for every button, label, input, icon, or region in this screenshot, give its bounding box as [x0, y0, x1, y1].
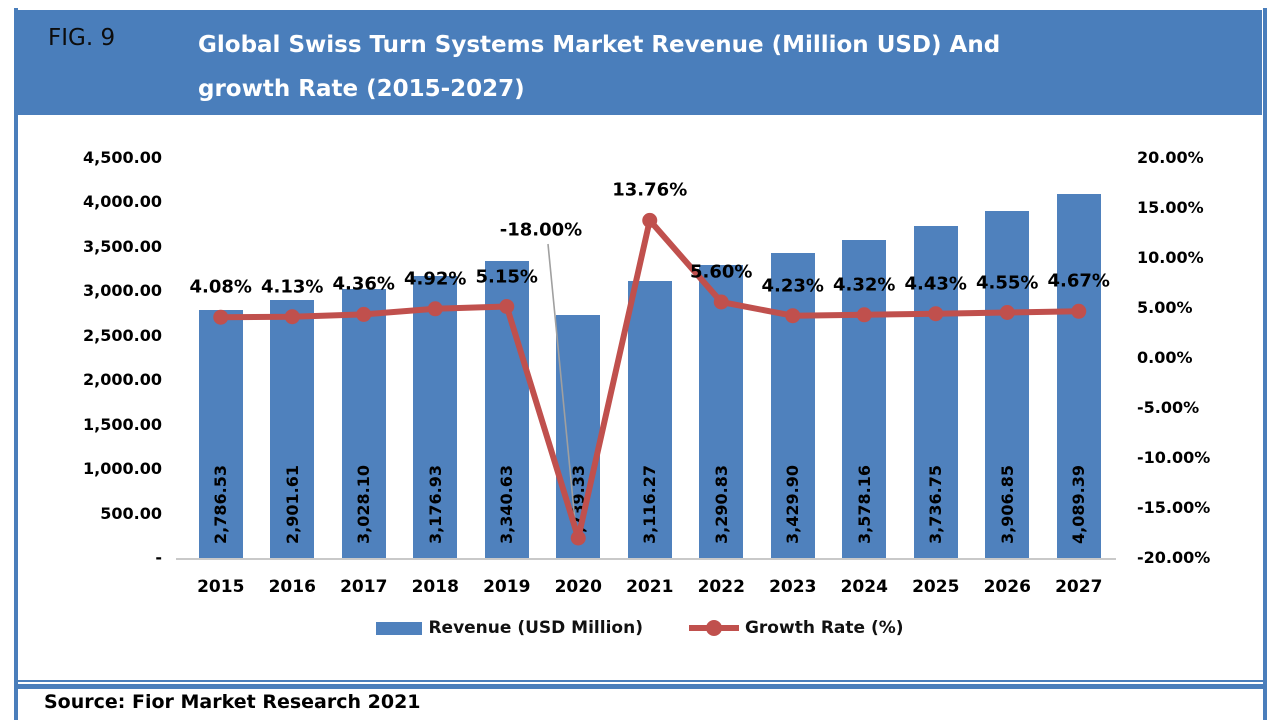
growth-swatch-dot: [705, 620, 722, 636]
bar-value-label-2017: 3,028.10: [354, 465, 374, 544]
figure-title-line1: Global Swiss Turn Systems Market Revenue…: [198, 32, 1001, 58]
revenue-bar-swatch-icon: [376, 621, 423, 635]
right-axis-tick: 0.00%: [1137, 348, 1193, 367]
growth-rate-label-2021: 13.76%: [612, 179, 688, 201]
figure-title-line2: growth Rate (2015-2027): [198, 76, 525, 102]
x-axis-label-2027: 2027: [1055, 577, 1103, 597]
left-axis-tick: 4,500.00: [83, 148, 162, 167]
revenue-bar-2019: 3,340.63: [484, 261, 529, 558]
left-axis-tick: 3,000.00: [83, 281, 162, 301]
revenue-bar-2020: 2,739.33: [556, 314, 601, 558]
right-axis-tick: 10.00%: [1137, 248, 1204, 267]
bar-value-label-2025: 3,736.75: [926, 465, 946, 544]
x-axis-label-2024: 2024: [840, 577, 888, 597]
x-axis-label-2018: 2018: [411, 577, 459, 597]
growth-point-2021: [642, 212, 658, 228]
legend-item-revenue: Revenue (USD Million): [376, 618, 643, 638]
revenue-bar-2017: 3,028.10: [341, 288, 386, 558]
left-axis-tick: 2,500.00: [83, 325, 162, 345]
figure-title: Global Swiss Turn Systems Market Revenue…: [198, 10, 1000, 115]
growth-rate-label-2024: 4.32%: [833, 274, 896, 296]
source-text: Source: Fior Market Research 2021: [44, 691, 421, 713]
right-axis-tick: -20.00%: [1137, 548, 1211, 567]
legend-label-revenue: Revenue (USD Million): [428, 618, 643, 638]
revenue-bar-2026: 3,906.85: [985, 210, 1030, 558]
revenue-bar-2021: 3,116.27: [627, 280, 672, 558]
left-axis-tick: 1,000.00: [83, 459, 162, 479]
left-axis-tick: -: [155, 548, 162, 567]
right-axis-tick: -10.00%: [1137, 448, 1211, 467]
growth-rate-label-2019: 5.15%: [475, 266, 538, 287]
left-axis-tick: 2,000.00: [83, 370, 162, 390]
revenue-bar-2018: 3,176.93: [413, 275, 458, 558]
revenue-bar-2022: 3,290.83: [699, 265, 744, 558]
x-axis-label-2017: 2017: [340, 577, 388, 597]
footer-divider-thin: [14, 680, 1267, 682]
right-axis-tick: 5.00%: [1137, 298, 1193, 317]
right-axis-tick: -5.00%: [1137, 398, 1200, 417]
figure-number: FIG. 9: [48, 25, 116, 51]
page-right-border: [1263, 8, 1267, 720]
page-left-border: [14, 8, 18, 720]
revenue-bar-2016: 2,901.61: [270, 300, 315, 558]
bar-value-label-2019: 3,340.63: [497, 465, 517, 544]
revenue-bar-2027: 4,089.39: [1056, 194, 1101, 558]
x-axis-label-2019: 2019: [483, 577, 531, 597]
growth-rate-label-2025: 4.43%: [904, 273, 967, 295]
x-axis-label-2023: 2023: [769, 577, 817, 597]
growth-rate-label-2022: 5.60%: [690, 261, 753, 283]
growth-rate-label-2027: 4.67%: [1047, 270, 1110, 292]
x-axis-label-2026: 2026: [983, 577, 1031, 597]
growth-rate-label-2026: 4.55%: [976, 272, 1039, 293]
growth-rate-label-2016: 4.13%: [261, 276, 324, 298]
growth-line-swatch-icon: [688, 620, 739, 636]
bar-value-label-2016: 2,901.61: [282, 465, 302, 544]
figure-header: FIG. 9 Global Swiss Turn Systems Market …: [18, 10, 1262, 115]
x-axis-label-2020: 2020: [554, 577, 602, 597]
growth-rate-label-2015: 4.08%: [189, 276, 252, 298]
x-axis-label-2022: 2022: [697, 577, 745, 597]
x-axis-label-2021: 2021: [626, 577, 674, 597]
bar-value-label-2024: 3,578.16: [854, 465, 874, 544]
bar-value-label-2022: 3,290.83: [711, 465, 731, 544]
left-axis-tick: 500.00: [100, 503, 162, 523]
x-axis-label-2016: 2016: [268, 577, 316, 597]
bar-value-label-2021: 3,116.27: [640, 465, 660, 544]
footer-divider-thick: [14, 684, 1267, 689]
bar-value-label-2027: 4,089.39: [1069, 465, 1089, 544]
left-axis-tick: 3,500.00: [83, 236, 162, 256]
revenue-bar-2015: 2,786.53: [198, 310, 243, 558]
chart-legend: Revenue (USD Million) Growth Rate (%): [0, 618, 1280, 638]
growth-rate-label-2018: 4.92%: [404, 268, 467, 290]
growth-rate-label-2017: 4.36%: [332, 273, 395, 295]
legend-item-growth: Growth Rate (%): [688, 618, 904, 638]
growth-rate-label-2023: 4.23%: [761, 275, 824, 297]
bar-value-label-2026: 3,906.85: [997, 465, 1017, 544]
bar-value-label-2015: 2,786.53: [211, 465, 231, 544]
x-axis-line: [176, 558, 1116, 560]
left-axis-tick: 1,500.00: [83, 414, 162, 434]
right-axis-tick: 20.00%: [1137, 148, 1204, 167]
x-axis-label-2015: 2015: [197, 577, 245, 597]
bar-value-label-2018: 3,176.93: [425, 465, 445, 544]
bar-value-label-2020: 2,739.33: [568, 465, 588, 544]
right-axis-tick: 15.00%: [1137, 198, 1204, 217]
right-axis-tick: -15.00%: [1137, 498, 1211, 517]
left-axis-tick: 4,000.00: [83, 192, 162, 212]
legend-label-growth: Growth Rate (%): [744, 618, 904, 638]
growth-rate-label-2020: -18.00%: [499, 219, 583, 241]
bar-value-label-2023: 3,429.90: [783, 465, 803, 544]
revenue-bar-2023: 3,429.90: [770, 253, 815, 558]
x-axis-label-2025: 2025: [912, 577, 960, 597]
